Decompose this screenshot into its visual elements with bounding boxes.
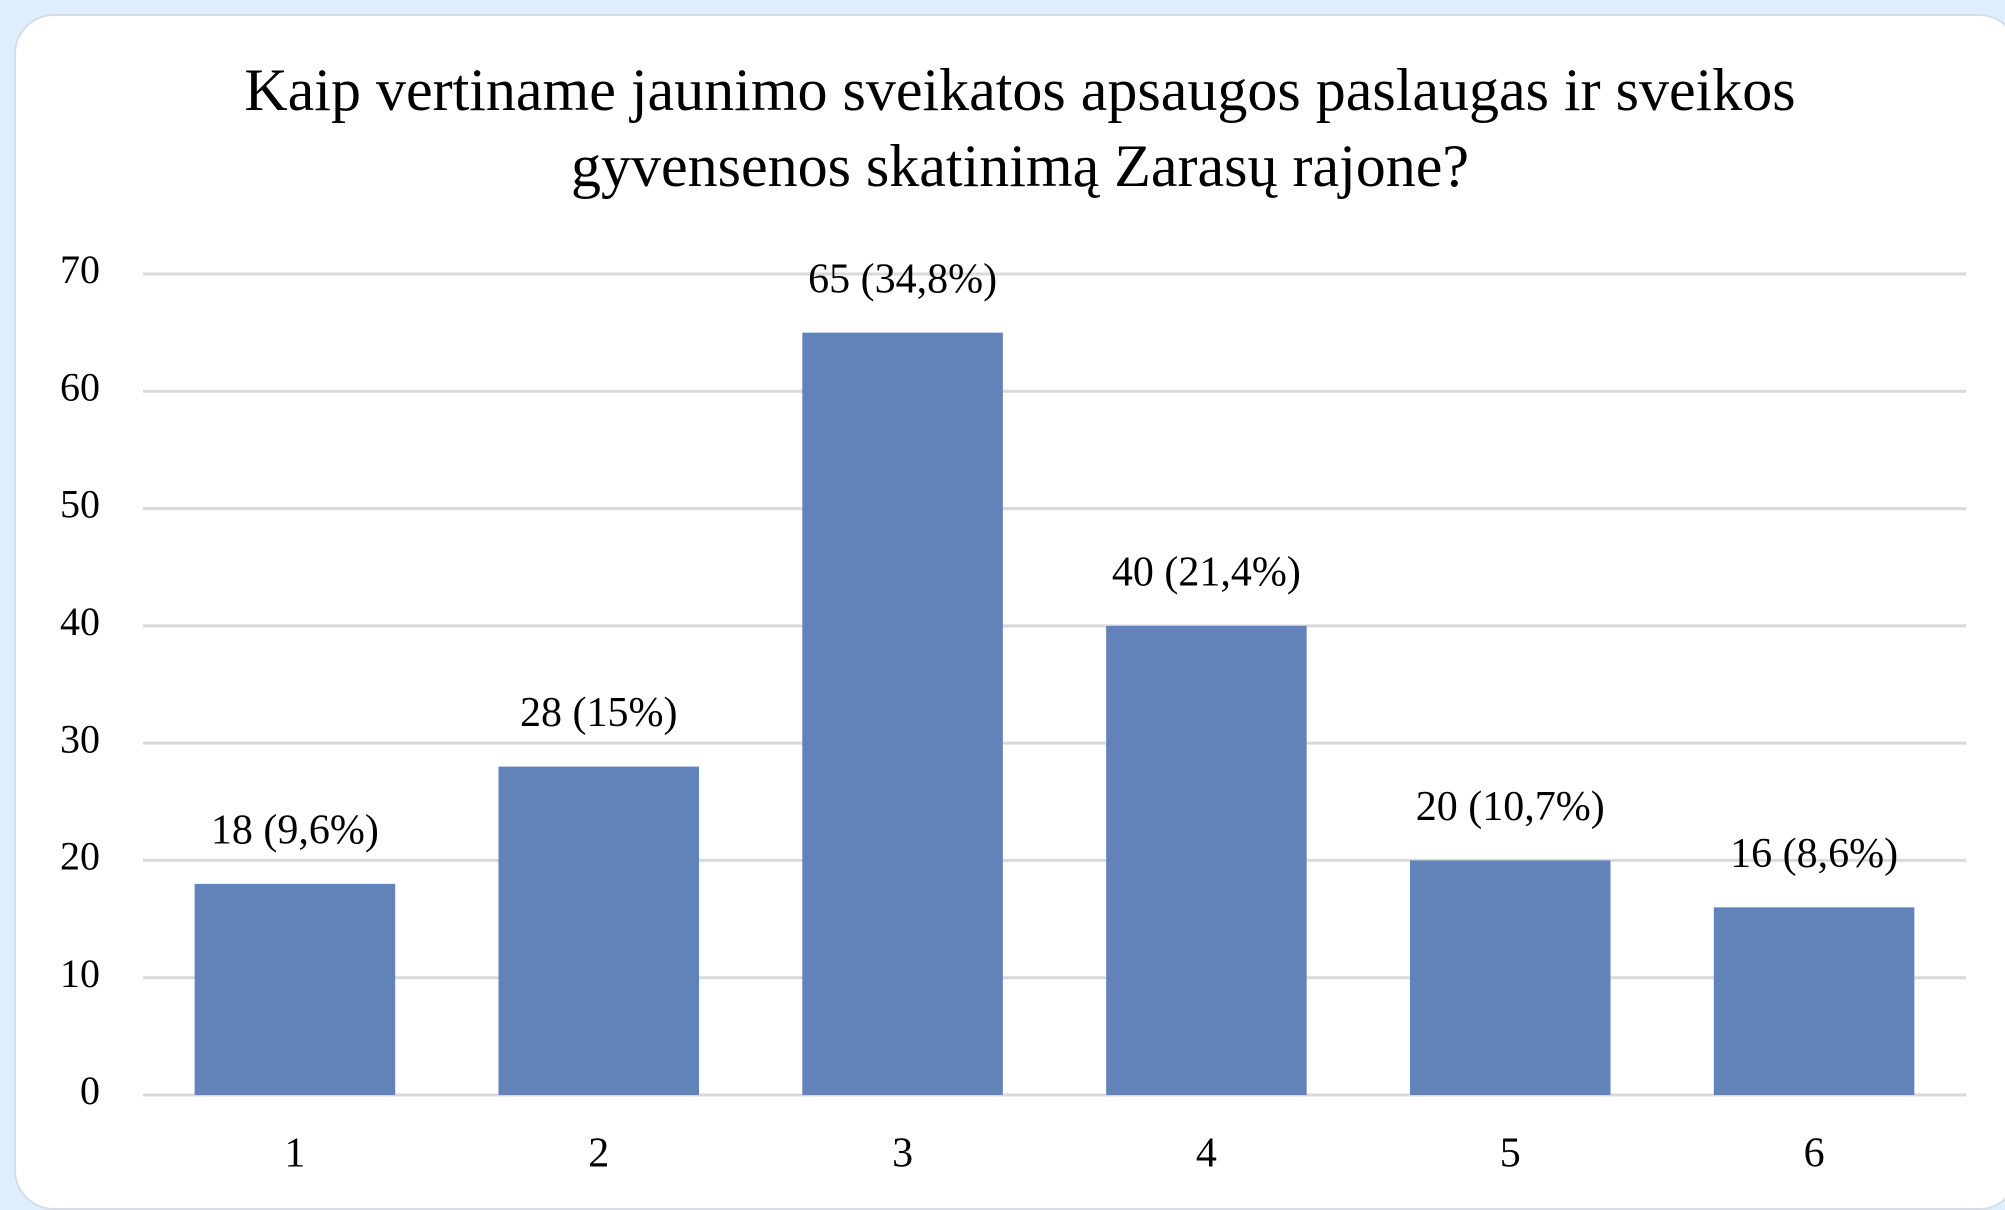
data-label: 40 (21,4%) — [1112, 549, 1301, 595]
y-tick-label: 60 — [60, 364, 100, 409]
data-label: 65 (34,8%) — [808, 256, 997, 302]
bar — [802, 332, 1003, 1096]
bar — [1106, 625, 1307, 1095]
x-tick-label: 4 — [1196, 1131, 1217, 1177]
data-label: 16 (8,6%) — [1730, 831, 1898, 877]
data-label: 20 (10,7%) — [1416, 784, 1605, 830]
data-label: 28 (15%) — [520, 690, 677, 736]
x-tick-label: 2 — [588, 1131, 609, 1177]
y-tick-label: 40 — [60, 599, 100, 644]
y-tick-label: 50 — [60, 482, 100, 527]
bar — [1409, 860, 1611, 1095]
bar — [1713, 907, 1915, 1095]
y-tick-label: 20 — [60, 834, 100, 879]
y-tick-label: 70 — [60, 247, 100, 292]
x-tick-label: 6 — [1804, 1131, 1825, 1177]
x-tick-label: 5 — [1500, 1131, 1521, 1177]
x-tick-label: 3 — [892, 1131, 913, 1177]
y-tick-label: 0 — [80, 1068, 100, 1113]
bar — [498, 766, 700, 1095]
data-label: 18 (9,6%) — [211, 808, 379, 854]
y-tick-label: 10 — [60, 951, 100, 996]
chart-title: Kaip vertiname jaunimo sveikatos apsaugo… — [244, 57, 1796, 199]
bar — [194, 883, 396, 1095]
y-tick-label: 30 — [60, 716, 100, 761]
x-tick-label: 1 — [284, 1131, 305, 1177]
